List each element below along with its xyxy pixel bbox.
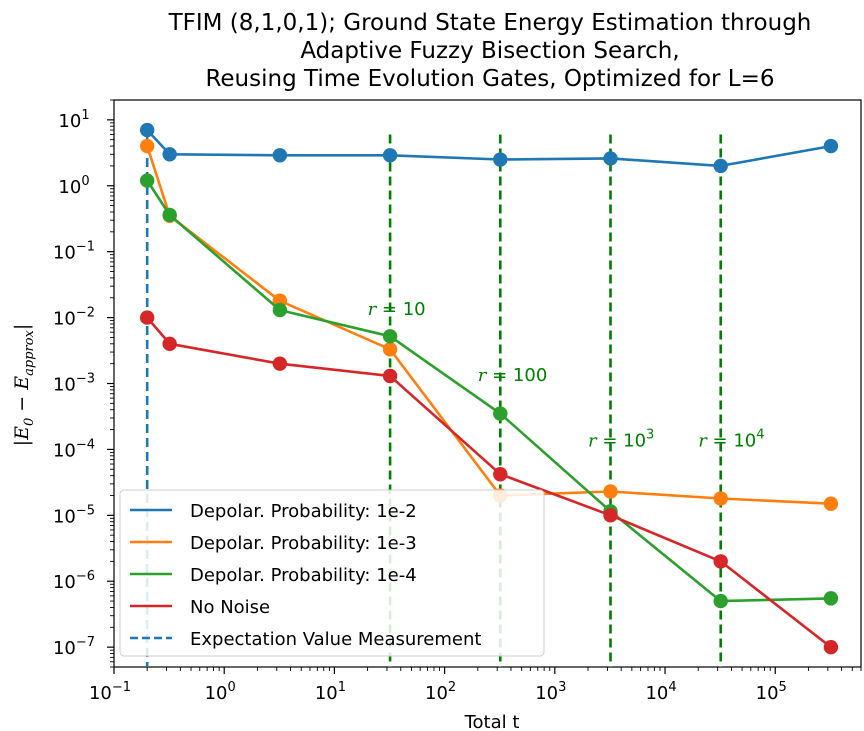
x-axis-label: Total t [464, 712, 520, 731]
data-point [713, 554, 728, 569]
legend-label: Depolar. Probability: 1e-4 [190, 565, 417, 586]
title-line-2: Adaptive Fuzzy Bisection Search, [300, 38, 679, 64]
data-point [713, 593, 728, 609]
data-point [493, 406, 508, 421]
data-point [272, 356, 288, 371]
legend-label: Depolar. Probability: 1e-3 [190, 533, 417, 554]
data-point [823, 138, 839, 154]
series-line [146, 129, 832, 168]
data-point [713, 158, 728, 174]
data-point [139, 310, 155, 325]
x-tick-label: 102 [425, 680, 456, 704]
x-axis: 10−1 100 101 102 103 104 105 [89, 667, 862, 704]
chart-title: TFIM (8,1,0,1); Ground State Energy Esti… [168, 10, 812, 92]
series-3 [139, 173, 839, 609]
x-tick-label: 105 [756, 680, 787, 704]
y-tick-label: 10−7 [53, 635, 95, 659]
series-2 [139, 138, 839, 511]
data-point [272, 148, 288, 163]
data-point [713, 491, 728, 506]
legend-label: No Noise [190, 597, 270, 618]
data-point [603, 151, 618, 166]
x-tick-label: 10−1 [89, 680, 131, 704]
data-point [139, 122, 155, 138]
series-line [146, 179, 831, 603]
y-axis-label: |E0 − Eapprox| [11, 324, 37, 447]
r-annotation: r = 100 [478, 365, 548, 386]
y-tick-label: 10−6 [53, 569, 95, 593]
y-tick-label: 10−4 [53, 437, 95, 461]
data-point [382, 329, 398, 344]
data-point [162, 207, 177, 223]
data-point [162, 336, 177, 352]
data-point [382, 148, 398, 163]
data-point [823, 639, 839, 655]
x-tick-label: 104 [645, 680, 676, 704]
data-point [382, 342, 398, 357]
data-point [603, 508, 618, 523]
r-annotation: r = 10 [368, 299, 426, 320]
legend-label: Expectation Value Measurement [190, 629, 481, 650]
legend: Depolar. Probability: 1e-2 Depolar. Proba… [119, 489, 545, 657]
data-point [162, 147, 177, 162]
y-tick-label: 101 [58, 108, 89, 132]
series-4 [139, 310, 839, 655]
title-line-1: TFIM (8,1,0,1); Ground State Energy Esti… [168, 10, 812, 36]
x-tick-label: 101 [315, 680, 346, 704]
x-tick-label: 100 [205, 680, 236, 704]
data-point [493, 467, 508, 482]
y-tick-label: 10−5 [53, 503, 95, 527]
title-line-3: Reusing Time Evolution Gates, Optimized … [205, 66, 774, 92]
series-line [146, 316, 832, 649]
plot-area: 10−1 100 101 102 103 104 105 101 100 10−1 10−2 10−3… [53, 99, 862, 704]
legend-label: Depolar. Probability: 1e-2 [190, 501, 417, 522]
y-tick-label: 10−1 [53, 240, 95, 264]
data-point [139, 173, 155, 188]
x-tick-label: 103 [535, 680, 566, 704]
data-point [823, 591, 839, 606]
data-point [382, 368, 398, 384]
y-tick-label: 100 [58, 174, 89, 198]
series-1 [139, 122, 839, 174]
y-tick-label: 10−2 [53, 306, 95, 330]
legend-box [119, 489, 545, 657]
data-point [603, 484, 618, 499]
r-annotation: r = 103 [588, 428, 654, 452]
data-point [493, 152, 508, 167]
r-annotation: r = 104 [698, 428, 764, 452]
y-tick-label: 10−3 [53, 372, 95, 396]
y-axis: 101 100 10−1 10−2 10−3 10−4 10−5 10−6 10−7 [53, 99, 114, 668]
data-point [823, 496, 839, 511]
data-point [272, 302, 288, 318]
data-point [139, 138, 155, 154]
